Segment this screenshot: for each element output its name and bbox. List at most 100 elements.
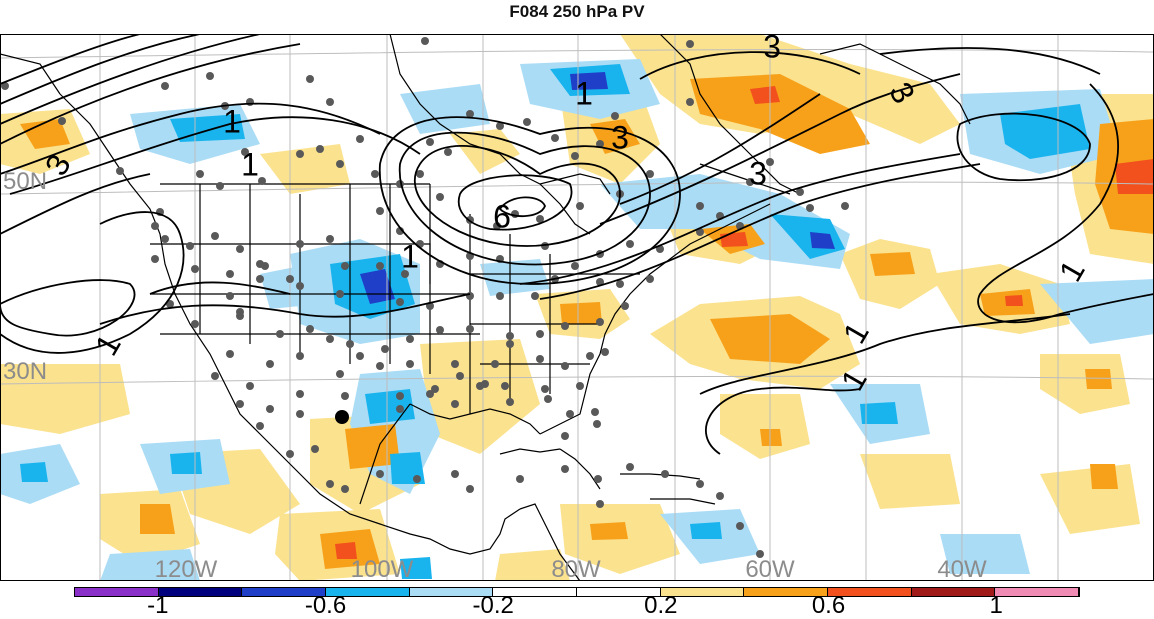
station-dot — [346, 340, 354, 348]
station-dot — [116, 167, 124, 175]
station-dot — [716, 492, 724, 500]
colorbar-swatch — [660, 588, 745, 596]
station-dot — [206, 72, 214, 80]
station-dot — [536, 215, 544, 223]
station-dot — [296, 410, 304, 418]
station-dot — [571, 262, 579, 270]
station-dot — [596, 500, 604, 508]
station-dot — [841, 202, 849, 210]
station-dots — [1, 37, 849, 558]
station-dot — [396, 405, 404, 413]
station-dot — [396, 392, 404, 400]
station-dot — [506, 332, 514, 340]
colorbar-tick-label: -0.2 — [472, 592, 514, 619]
colorbar — [74, 587, 1080, 597]
contour-label: 1 — [401, 238, 419, 274]
station-dot — [381, 345, 389, 353]
contour-label: 1 — [223, 103, 241, 139]
station-dot — [241, 148, 249, 156]
station-dot — [551, 134, 559, 142]
station-dot — [341, 485, 349, 493]
station-dot — [191, 265, 199, 273]
station-dot — [536, 355, 544, 363]
station-dot — [336, 290, 344, 298]
station-dot — [493, 222, 501, 230]
station-dot — [596, 278, 604, 286]
station-dot — [296, 390, 304, 398]
station-dot — [326, 98, 334, 106]
station-dot — [246, 382, 254, 390]
station-dot — [544, 395, 552, 403]
station-dot — [296, 150, 304, 158]
station-dot — [496, 122, 504, 130]
contour-label: 3 — [749, 155, 767, 191]
station-dot — [686, 40, 694, 48]
station-dot — [696, 480, 704, 488]
station-dot — [256, 275, 264, 283]
station-dot — [756, 550, 764, 558]
station-dot — [571, 152, 579, 160]
station-dot — [746, 178, 754, 186]
lat-label: 50N — [3, 168, 47, 195]
colorbar-tick-label: -0.6 — [304, 592, 347, 619]
contour-label: 3 — [763, 34, 781, 64]
colorbar-swatch — [242, 588, 327, 596]
station-dot — [596, 318, 604, 326]
station-dot — [211, 232, 219, 240]
lon-label: 80W — [551, 556, 601, 581]
station-dot — [736, 522, 744, 530]
contour-label: 3 — [611, 119, 629, 155]
contour-label: 1 — [241, 146, 259, 182]
station-dot — [451, 400, 459, 408]
station-dot — [376, 207, 384, 215]
station-dot — [306, 75, 314, 83]
station-dot — [266, 405, 274, 413]
station-dot — [376, 262, 384, 270]
station-dot — [336, 160, 344, 168]
station-dot — [506, 340, 514, 348]
station-dot — [594, 475, 602, 483]
contour-label: 6 — [493, 198, 511, 234]
station-dot — [491, 360, 499, 368]
station-dot — [341, 262, 349, 270]
station-dot — [326, 480, 334, 488]
station-dot — [401, 270, 409, 278]
station-dot — [406, 335, 414, 343]
station-dot — [336, 370, 344, 378]
station-dot — [561, 432, 569, 440]
station-dot — [326, 335, 334, 343]
station-dot — [58, 117, 66, 125]
station-dot — [356, 352, 364, 360]
lon-label: 100W — [351, 556, 414, 581]
station-dot — [561, 322, 569, 330]
station-dot — [661, 470, 669, 478]
station-dot — [356, 135, 364, 143]
station-dot — [481, 380, 489, 388]
station-dot — [256, 422, 264, 430]
lat-lon-labels: 50N 30N 120W 100W 80W 60W 40W — [3, 168, 987, 581]
station-dot — [236, 400, 244, 408]
contour-label: 1 — [575, 75, 593, 111]
station-dot — [431, 385, 439, 393]
lat-label: 30N — [3, 358, 47, 385]
station-dot — [421, 37, 429, 45]
station-dot — [296, 240, 304, 248]
station-dot — [191, 320, 199, 328]
colorbar-swatch — [577, 588, 661, 596]
station-dot — [396, 298, 404, 306]
station-dot — [266, 360, 274, 368]
lon-label: 120W — [155, 556, 218, 581]
station-dot — [196, 170, 204, 178]
station-dot — [601, 348, 609, 356]
station-dot — [416, 170, 424, 178]
station-dot — [561, 362, 569, 370]
station-dot — [211, 372, 219, 380]
lon-label: 40W — [937, 556, 987, 581]
station-dot — [341, 392, 349, 400]
station-dot — [466, 292, 474, 300]
station-dot — [626, 463, 634, 471]
station-dot — [591, 408, 599, 416]
colorbar-swatch — [326, 588, 410, 596]
station-dot — [258, 177, 266, 185]
